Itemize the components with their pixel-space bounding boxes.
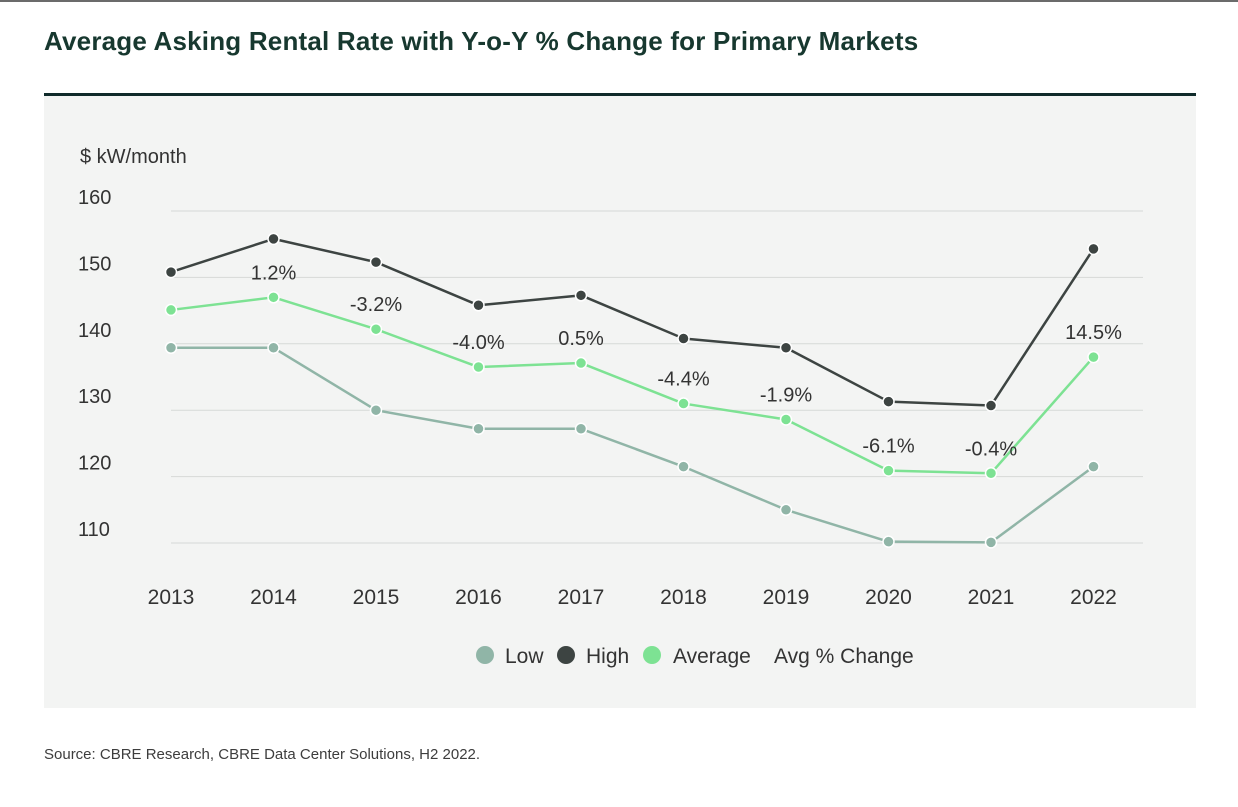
chart-panel: $ kW/month 110 120 130 140 150 160 2013 2014 20… <box>44 96 1196 708</box>
title-underline <box>44 93 1196 96</box>
avg-pct-change-label: -4.0% <box>452 332 504 354</box>
series-lines <box>170 237 1095 544</box>
avg-pct-change-label: 1.2% <box>251 262 297 284</box>
legend-marker-average <box>643 646 661 664</box>
y-tick-label: 130 <box>78 386 111 408</box>
point-high <box>882 395 895 408</box>
x-tick-label: 2015 <box>353 586 400 609</box>
y-tick-label: 150 <box>78 253 111 275</box>
y-tick-label: 140 <box>78 320 111 342</box>
avg-pct-change-label: -0.4% <box>965 438 1017 460</box>
point-average <box>267 291 280 304</box>
legend-label-average: Average <box>673 645 751 668</box>
point-average <box>677 397 690 410</box>
point-low <box>267 341 280 355</box>
point-low <box>1087 460 1100 473</box>
point-average <box>472 360 485 374</box>
x-tick-label: 2020 <box>865 586 912 609</box>
legend-label-low: Low <box>505 645 544 668</box>
avg-pct-change-label: 0.5% <box>558 328 604 350</box>
y-axis-ticks: 110 120 130 140 150 160 <box>78 187 111 541</box>
legend-marker-high <box>557 646 575 664</box>
chart-title: Average Asking Rental Rate with Y-o-Y % … <box>44 26 919 56</box>
avg-pct-change-label: -1.9% <box>760 384 812 406</box>
x-tick-label: 2014 <box>250 586 297 609</box>
point-low <box>472 422 485 436</box>
point-high <box>164 265 178 279</box>
x-tick-label: 2016 <box>455 586 502 609</box>
y-tick-label: 160 <box>78 187 111 209</box>
avg-pct-change-labels: 1.2% -3.2% -4.0% 0.5% -4.4% -1.9% -6.1% -0.4% 14… <box>251 262 1122 460</box>
point-average <box>574 356 588 370</box>
point-average <box>882 464 895 477</box>
avg-pct-change-label: -4.4% <box>657 369 709 391</box>
point-high <box>1087 242 1100 256</box>
point-low <box>882 535 895 548</box>
point-high <box>472 299 485 312</box>
x-tick-label: 2019 <box>763 586 810 609</box>
series-line-average <box>170 296 1095 475</box>
point-low <box>984 536 998 549</box>
legend-label-high: High <box>586 645 629 668</box>
point-average <box>779 413 793 426</box>
avg-pct-change-label: 14.5% <box>1065 322 1122 344</box>
x-tick-label: 2022 <box>1070 586 1117 609</box>
series-line-high <box>170 237 1095 407</box>
y-tick-label: 110 <box>78 519 110 541</box>
point-low <box>574 422 588 436</box>
point-high <box>984 399 998 412</box>
point-high <box>267 232 280 246</box>
point-average <box>984 467 998 480</box>
x-tick-label: 2017 <box>558 586 605 609</box>
x-axis-ticks: 2013 2014 2015 2016 2017 2018 2019 2020 2021 2022 <box>148 586 1117 609</box>
point-low <box>779 503 793 517</box>
series-line-low <box>171 346 1095 544</box>
series-points <box>164 232 1100 549</box>
avg-pct-change-label: -6.1% <box>862 436 914 458</box>
point-low <box>369 403 383 417</box>
x-tick-label: 2013 <box>148 586 195 609</box>
y-tick-label: 120 <box>78 453 111 475</box>
top-border <box>0 0 1238 2</box>
legend-marker-low <box>476 646 494 664</box>
y-axis-label: $ kW/month <box>80 146 187 168</box>
point-average <box>369 322 383 336</box>
point-low <box>677 460 690 473</box>
point-low <box>164 341 178 355</box>
point-average <box>1087 350 1100 364</box>
point-high <box>369 255 383 269</box>
source-note: Source: CBRE Research, CBRE Data Center … <box>44 746 481 763</box>
point-high <box>677 332 690 345</box>
point-high <box>574 289 588 302</box>
x-tick-label: 2021 <box>968 586 1015 609</box>
legend: Low High Average Avg % Change <box>476 645 914 668</box>
avg-pct-change-label: -3.2% <box>350 294 402 316</box>
x-tick-label: 2018 <box>660 586 707 609</box>
legend-label-avg-pct-change: Avg % Change <box>774 645 914 668</box>
point-average <box>164 303 178 317</box>
point-high <box>779 341 793 355</box>
